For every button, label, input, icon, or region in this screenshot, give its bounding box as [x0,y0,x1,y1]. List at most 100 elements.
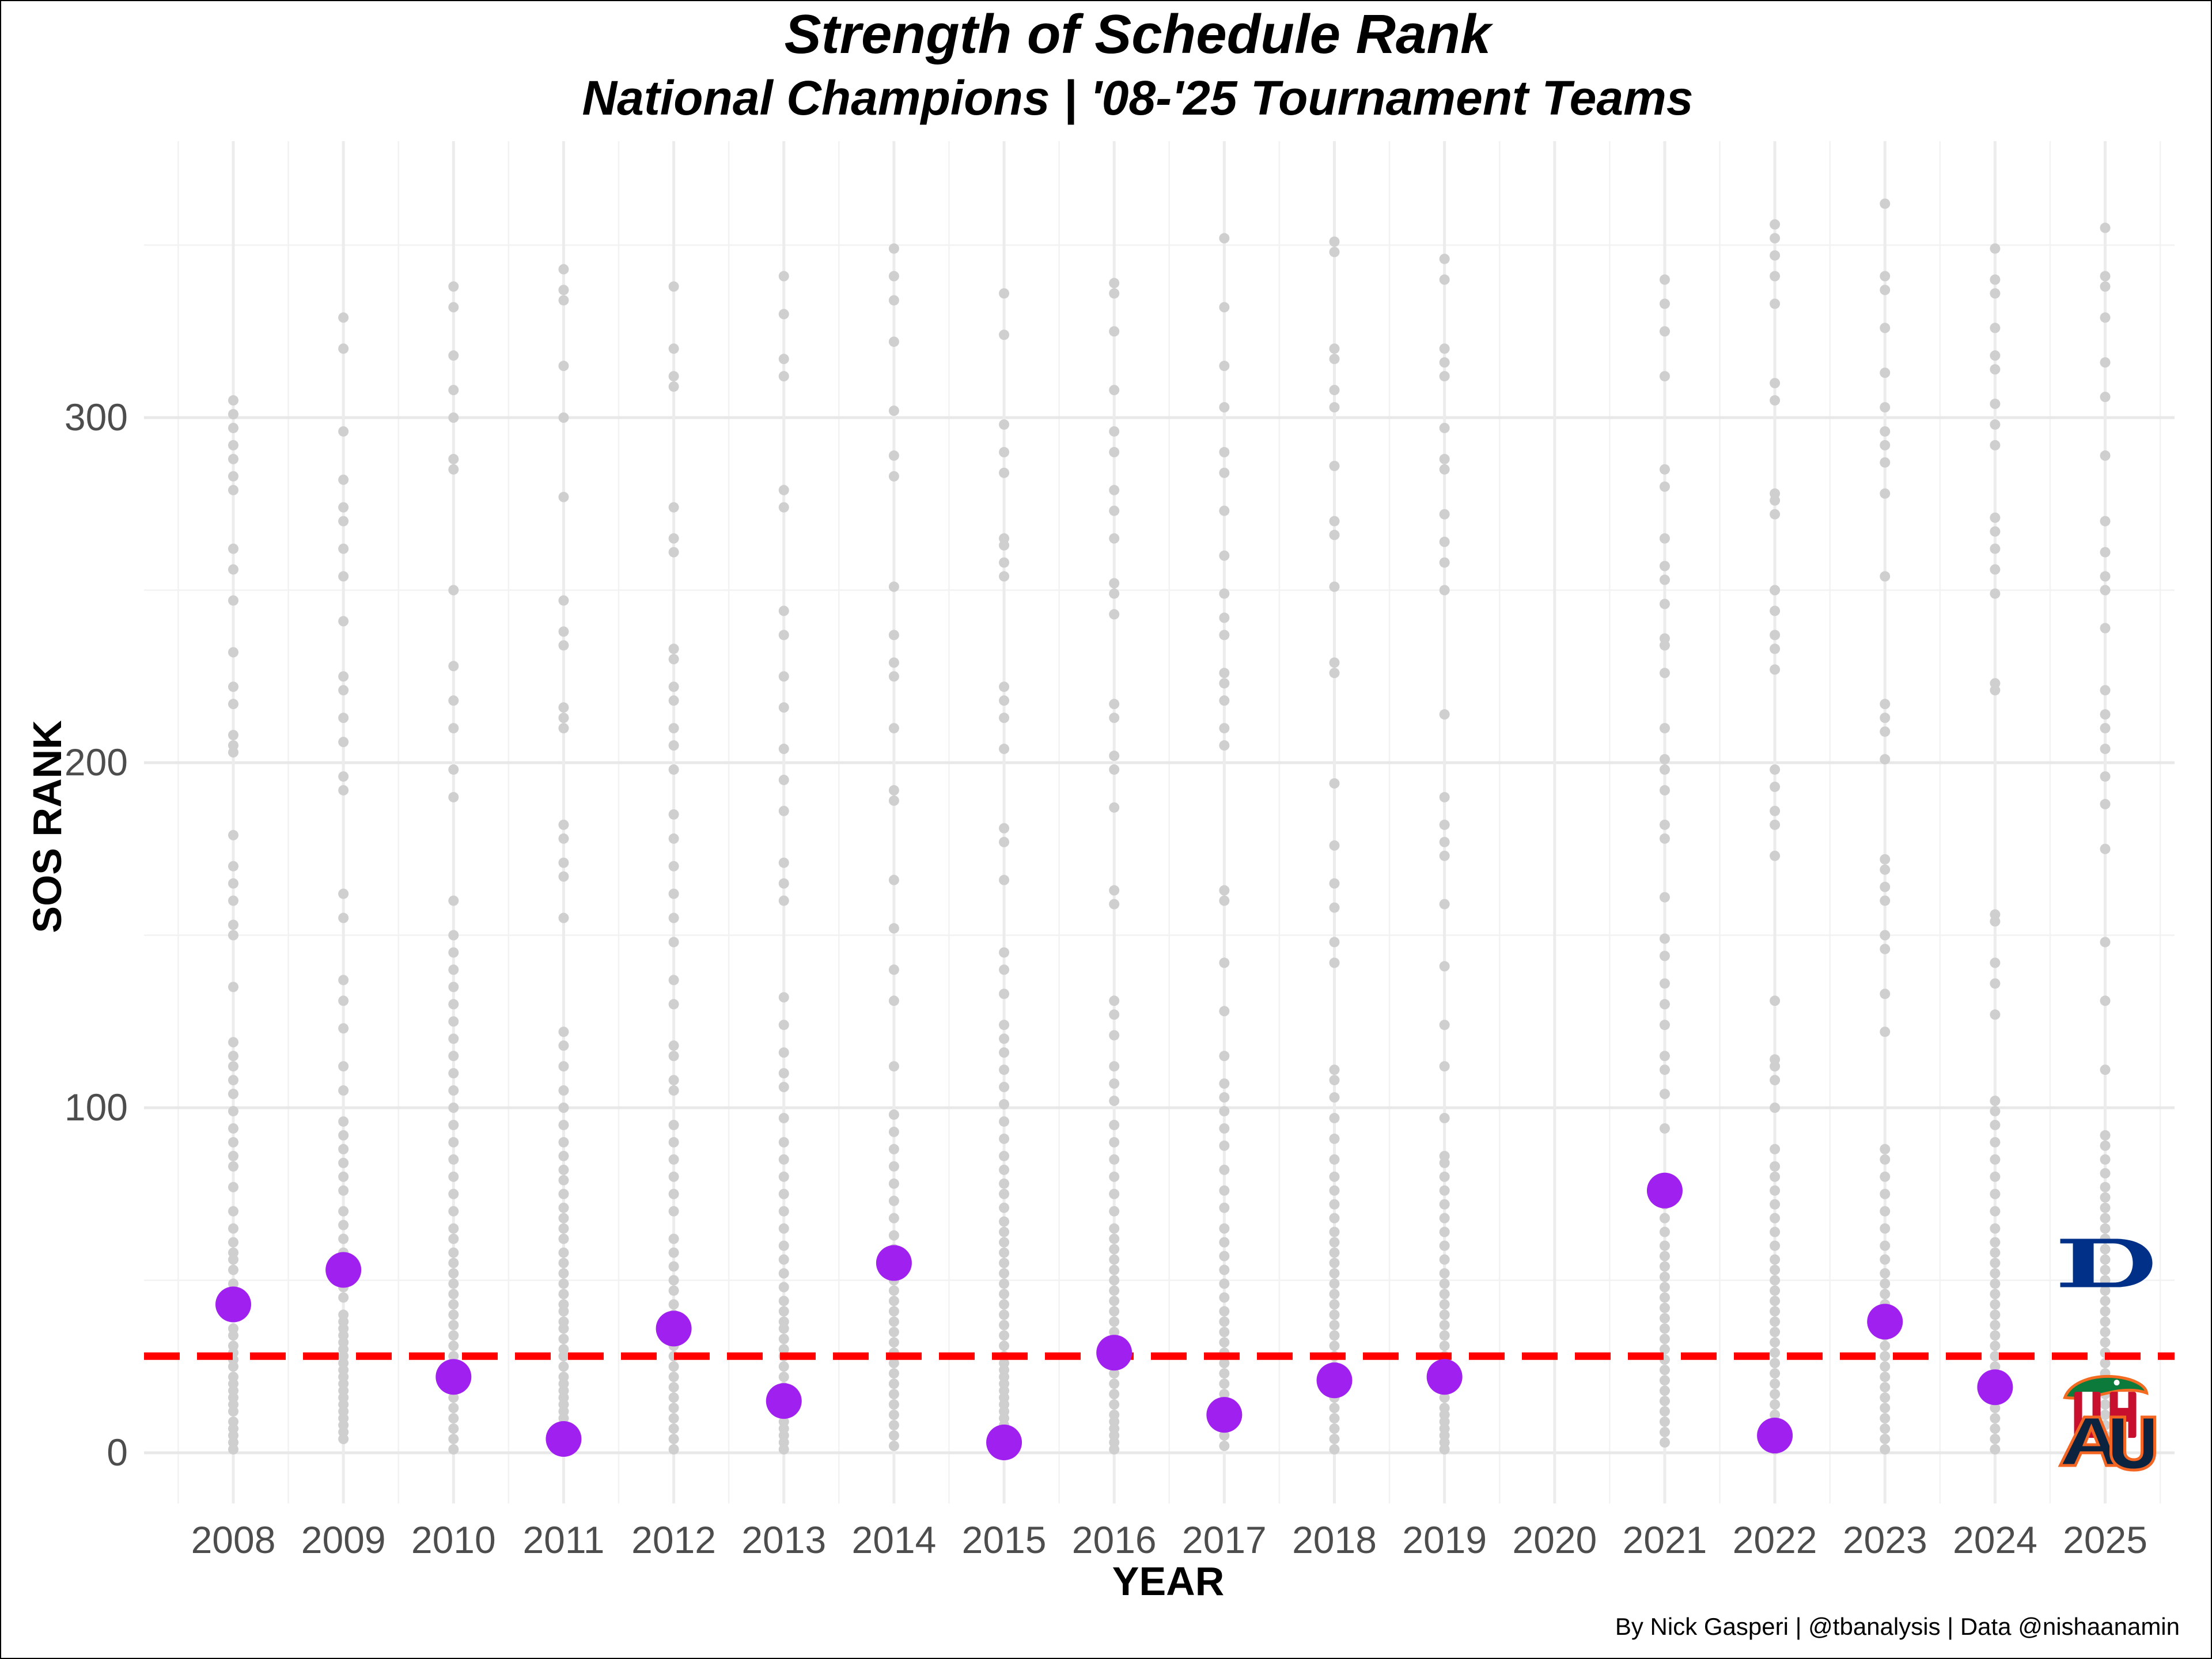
tournament-team-point [1659,1406,1670,1417]
tournament-team-point [1990,1257,2001,1268]
tournament-team-point [668,1171,679,1182]
tournament-team-point [1109,426,1120,437]
tournament-team-point [1990,1351,2001,1362]
tournament-team-point [1659,1416,1670,1427]
tournament-team-point [1439,557,1450,568]
tournament-team-point [1770,1240,1781,1251]
tournament-team-point [1659,950,1670,961]
tournament-team-point [1880,368,1891,378]
tournament-team-point [1659,1427,1670,1438]
tournament-team-point [2100,1410,2111,1421]
tournament-team-point [1329,1247,1340,1258]
tournament-team-point [1659,633,1670,644]
tournament-team-point [1219,1185,1230,1196]
tournament-team-point [558,491,569,502]
tournament-team-point [999,571,1010,582]
tournament-team-point [558,819,569,830]
tournament-team-point [888,1441,899,1452]
tournament-team-point [1990,526,2001,537]
tournament-team-point [2100,271,2111,282]
tournament-team-point [1659,833,1670,844]
tournament-team-point [1770,378,1781,389]
tournament-team-point [1109,995,1120,1006]
tournament-team-point [228,543,238,554]
tournament-team-point [1219,1223,1230,1234]
tournament-team-point [338,616,349,627]
tournament-team-point [888,1337,899,1348]
tournament-team-point [1880,1372,1891,1382]
tournament-team-point [668,764,679,775]
tournament-team-point [999,446,1010,457]
tournament-team-point [1109,1078,1120,1089]
tournament-team-point [888,1327,899,1338]
tournament-team-point [448,464,459,475]
tournament-team-point [448,1257,459,1268]
tournament-team-point [448,1119,459,1130]
tournament-team-point [2100,1181,2111,1192]
tournament-team-point [228,699,238,710]
tournament-team-point [2100,1202,2111,1213]
tournament-team-point [2100,1140,2111,1151]
tournament-team-point [338,1309,349,1320]
tournament-team-point [1109,288,1120,299]
tournament-team-point [1659,1051,1670,1062]
tournament-team-point [338,474,349,485]
champion-point [766,1383,802,1419]
tournament-team-point [2100,1337,2111,1348]
tournament-team-point [448,412,459,423]
tournament-team-point [778,702,789,713]
tournament-team-point [778,1188,789,1199]
tournament-team-point [668,1413,679,1424]
tournament-team-point [668,1403,679,1414]
tournament-team-point [1439,1213,1450,1224]
tournament-team-point [228,1123,238,1134]
tournament-team-point [778,1112,789,1123]
tournament-team-point [1990,288,2001,299]
tournament-team-point [1109,1188,1120,1199]
tournament-team-point [1880,713,1891,724]
x-tick-label: 2025 [2063,1518,2147,1561]
y-axis-label: SOS RANK [25,720,70,933]
tournament-team-point [228,453,238,464]
tournament-team-point [1109,1119,1120,1130]
tournament-team-point [1659,599,1670,609]
tournament-team-point [1770,805,1781,816]
champion-point [546,1421,582,1457]
duke-logo-icon [2060,1238,2153,1287]
tournament-team-point [2100,843,2111,854]
tournament-team-point [1990,564,2001,575]
tournament-team-point [888,923,899,934]
tournament-team-point [1659,326,1670,337]
tournament-team-point [1329,778,1340,789]
tournament-team-point [448,982,459,993]
tournament-team-point [1990,364,2001,375]
tournament-team-point [2100,995,2111,1006]
tournament-team-point [1880,699,1891,710]
tournament-team-point [999,1164,1010,1175]
tournament-team-point [448,695,459,706]
tournament-team-point [558,871,569,882]
tournament-team-point [1659,668,1670,679]
auburn-u-shape [2109,1415,2157,1472]
tournament-team-point [668,1382,679,1393]
tournament-team-point [558,702,569,713]
tournament-team-point [338,1143,349,1154]
tournament-team-point [558,1175,569,1185]
tournament-team-point [1659,574,1670,585]
tournament-team-point [1219,550,1230,561]
tournament-team-point [1880,440,1891,450]
tournament-team-point [1770,781,1781,792]
tournament-team-point [1109,609,1120,620]
tournament-team-point [778,671,789,682]
tournament-team-point [1880,1278,1891,1289]
tournament-team-point [1329,1213,1340,1224]
tournament-team-point [1659,1282,1670,1293]
tournament-team-point [1109,385,1120,396]
tournament-team-point [668,1444,679,1455]
tournament-team-point [1219,1202,1230,1213]
tournament-team-point [1770,298,1781,309]
tournament-team-point [1770,630,1781,641]
tournament-team-point [1770,664,1781,675]
tournament-team-point [999,557,1010,568]
tournament-team-point [448,302,459,313]
